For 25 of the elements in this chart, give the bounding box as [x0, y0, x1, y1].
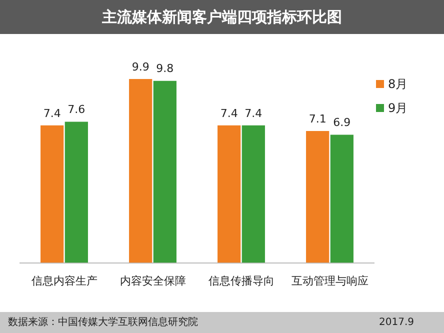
legend-label: 8月	[387, 76, 408, 92]
bar	[64, 122, 88, 263]
x-tick-label: 信息传播导向	[208, 274, 274, 288]
source-note: 数据来源：中国传媒大学互联网信息研究院	[8, 316, 198, 330]
bar	[218, 125, 241, 263]
data-label: 7.4	[244, 106, 262, 120]
bar	[242, 125, 265, 263]
text: 2017.9	[379, 316, 414, 330]
x-tick-label: 内容安全保障	[120, 274, 186, 288]
data-label: 7.6	[68, 103, 86, 116]
bar	[153, 80, 176, 263]
data-label: 6.9	[333, 116, 351, 130]
bar	[330, 134, 354, 263]
data-label: 9.8	[156, 62, 174, 76]
data-label: 7.4	[43, 106, 61, 120]
data-label: 7.1	[308, 112, 326, 126]
bar	[40, 125, 64, 263]
bar	[129, 78, 152, 263]
bar	[306, 130, 330, 263]
data-label: 7.4	[220, 106, 238, 120]
x-tick-label: 互动管理与响应	[291, 274, 368, 288]
legend-label: 9月	[387, 100, 408, 116]
data-label: 9.9	[132, 60, 150, 74]
x-tick-label: 信息内容生产	[31, 274, 98, 288]
chart-title: 主流媒体新闻客户端四项指标环比图	[0, 0, 444, 34]
